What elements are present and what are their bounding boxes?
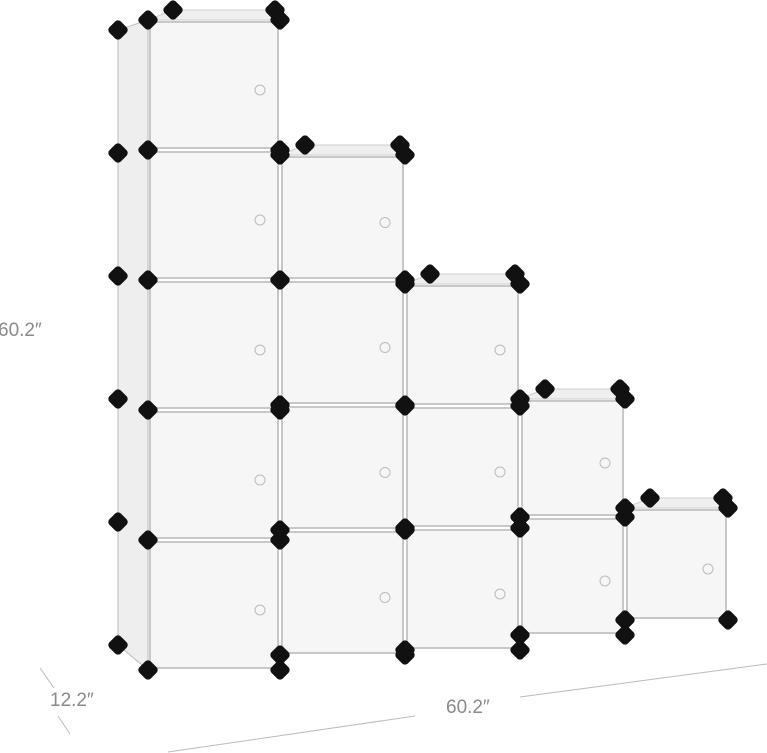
connector [510,507,530,527]
connector [108,266,128,286]
connector [718,610,738,630]
door-knob [599,575,611,587]
door-knob [494,588,506,600]
connector [505,264,525,284]
connector [395,396,415,416]
connector [108,635,128,655]
connector [270,270,290,290]
side-panel [117,19,149,672]
width-dimension-label: 60.2″ [446,697,490,718]
connector [535,379,555,399]
connector [108,389,128,409]
width-dimension-line [167,715,416,753]
connector [108,143,128,163]
door-knob [254,214,266,226]
connector [510,640,530,660]
height-dimension-label: 60.2″ [0,320,42,341]
cube-door [406,529,519,649]
connector [265,0,285,20]
connector [295,135,315,155]
cube-door [149,281,279,409]
connector [615,610,635,630]
connector [163,0,183,20]
door-knob [379,342,391,353]
depth-dimension-line [39,667,55,689]
door-knob [379,592,391,603]
connector [108,20,128,40]
cube-door [149,21,279,149]
depth-dimension-label: 12.2″ [50,690,94,711]
connector [510,625,530,645]
connector [138,530,158,550]
cube-door [281,531,404,654]
connector [138,140,158,160]
door-knob [254,84,266,96]
connector [270,660,290,680]
cube-door [626,509,727,619]
connector [270,645,290,665]
door-knob [494,344,506,356]
connector [270,520,290,540]
connector [138,270,158,290]
cube-door [281,156,404,279]
door-knob [599,457,611,469]
cube-door [281,406,404,529]
connector [640,488,660,508]
connector [420,264,440,284]
cube-door [406,407,519,527]
door-knob [702,563,714,575]
door-knob [494,466,506,478]
depth-dimension-line [57,715,71,735]
door-knob [254,604,266,616]
door-knob [254,474,266,486]
connector [390,135,410,155]
connector [138,660,158,680]
connector [270,395,290,415]
connector [270,145,290,165]
cube-door [521,518,624,634]
connector [108,512,128,532]
cube-door [149,411,279,539]
cube-door [521,400,624,516]
connector [395,274,415,294]
door-knob [379,467,391,478]
door-knob [254,344,266,356]
connector [610,379,630,399]
connector [395,640,415,660]
cube-door [281,281,404,404]
connector [138,10,158,30]
door-knob [379,217,391,228]
cube-door [406,285,519,405]
connector [395,518,415,538]
cube-door [149,541,279,669]
connector [615,625,635,645]
connector [510,389,530,409]
connector [713,488,733,508]
connector [615,498,635,518]
top-panel [624,497,729,509]
width-dimension-line [519,663,767,698]
connector [138,400,158,420]
cube-door [149,151,279,279]
